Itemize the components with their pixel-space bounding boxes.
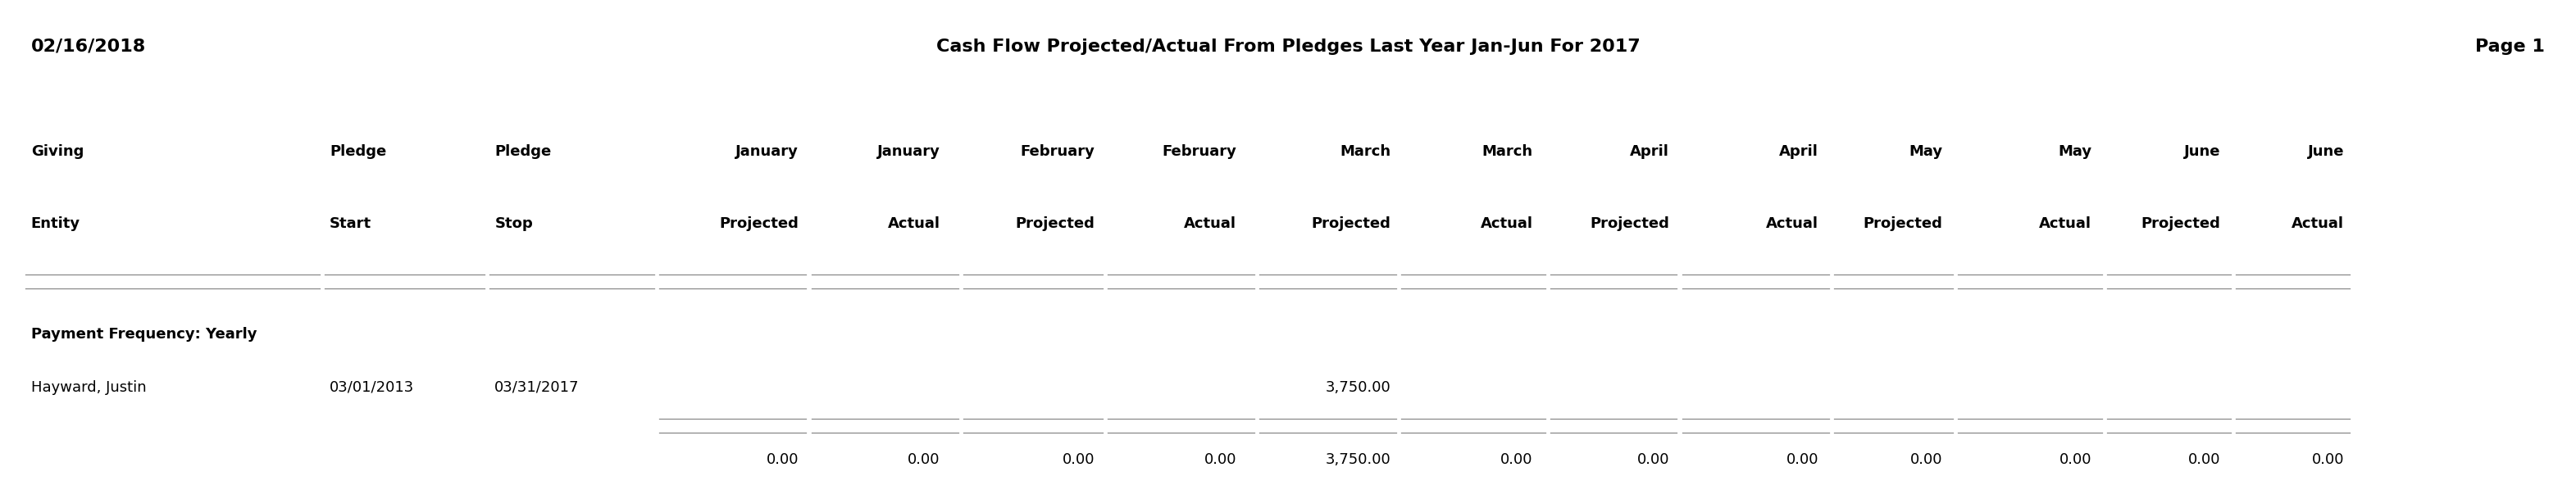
Text: 0.00: 0.00	[765, 452, 799, 467]
Text: Actual: Actual	[2293, 216, 2344, 231]
Text: Pledge: Pledge	[330, 144, 386, 159]
Text: Start: Start	[330, 216, 371, 231]
Text: 03/01/2013: 03/01/2013	[330, 380, 415, 395]
Text: June: June	[2308, 144, 2344, 159]
Text: March: March	[1340, 144, 1391, 159]
Text: 3,750.00: 3,750.00	[1327, 380, 1391, 395]
Text: 03/31/2017: 03/31/2017	[495, 380, 580, 395]
Text: Pledge: Pledge	[495, 144, 551, 159]
Text: Actual: Actual	[2040, 216, 2092, 231]
Text: Projected: Projected	[1311, 216, 1391, 231]
Text: Projected: Projected	[2141, 216, 2221, 231]
Text: May: May	[1909, 144, 1942, 159]
Text: Actual: Actual	[1767, 216, 1819, 231]
Text: April: April	[1780, 144, 1819, 159]
Text: January: January	[878, 144, 940, 159]
Text: February: February	[1020, 144, 1095, 159]
Text: 0.00: 0.00	[1499, 452, 1533, 467]
Text: Hayward, Justin: Hayward, Justin	[31, 380, 147, 395]
Text: January: January	[737, 144, 799, 159]
Text: June: June	[2184, 144, 2221, 159]
Text: 0.00: 0.00	[1909, 452, 1942, 467]
Text: Page 1: Page 1	[2476, 38, 2545, 55]
Text: 0.00: 0.00	[2058, 452, 2092, 467]
Text: Actual: Actual	[1481, 216, 1533, 231]
Text: Entity: Entity	[31, 216, 80, 231]
Text: 0.00: 0.00	[1785, 452, 1819, 467]
Text: 0.00: 0.00	[1061, 452, 1095, 467]
Text: 3,750.00: 3,750.00	[1327, 452, 1391, 467]
Text: Projected: Projected	[1589, 216, 1669, 231]
Text: 0.00: 0.00	[2187, 452, 2221, 467]
Text: Projected: Projected	[1015, 216, 1095, 231]
Text: May: May	[2058, 144, 2092, 159]
Text: Actual: Actual	[1185, 216, 1236, 231]
Text: Payment Frequency: Yearly: Payment Frequency: Yearly	[31, 327, 258, 342]
Text: 0.00: 0.00	[1636, 452, 1669, 467]
Text: April: April	[1631, 144, 1669, 159]
Text: Stop: Stop	[495, 216, 533, 231]
Text: Giving: Giving	[31, 144, 82, 159]
Text: 0.00: 0.00	[1203, 452, 1236, 467]
Text: Projected: Projected	[1862, 216, 1942, 231]
Text: February: February	[1162, 144, 1236, 159]
Text: March: March	[1481, 144, 1533, 159]
Text: 0.00: 0.00	[2311, 452, 2344, 467]
Text: 0.00: 0.00	[907, 452, 940, 467]
Text: Actual: Actual	[889, 216, 940, 231]
Text: 02/16/2018: 02/16/2018	[31, 38, 147, 55]
Text: Cash Flow Projected/Actual From Pledges Last Year Jan-Jun For 2017: Cash Flow Projected/Actual From Pledges …	[935, 38, 1641, 55]
Text: Projected: Projected	[719, 216, 799, 231]
